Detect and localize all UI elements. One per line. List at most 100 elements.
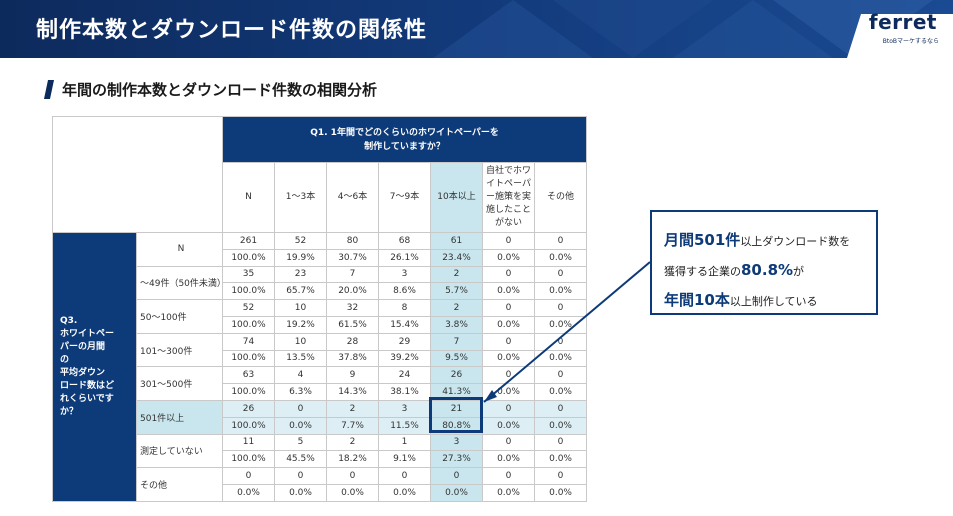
percent-cell: 0.0%: [274, 483, 327, 502]
count-cell: 4: [274, 366, 327, 385]
callout-text-4: 以上制作している: [729, 295, 818, 308]
q3-line: か？: [60, 406, 79, 417]
percent-cell: 80.8%: [430, 416, 483, 435]
percent-cell: 6.3%: [274, 383, 327, 401]
count-cell: 0: [326, 467, 379, 485]
percent-cell: 27.3%: [430, 450, 483, 469]
crosstab-table: Q1. 1年間でどのくらいのホワイトペーパーを 制作していますか？ N 1〜3本 4…: [52, 116, 588, 502]
percent-cell: 100.0%: [222, 349, 275, 368]
count-cell: 0: [482, 332, 535, 351]
count-cell: 2: [326, 399, 379, 418]
row-label: その他: [136, 467, 223, 502]
callout-text-1: 以上ダウンロード数を: [740, 235, 851, 248]
percent-cell: 18.2%: [326, 450, 379, 469]
percent-cell: 100.0%: [222, 282, 275, 301]
logo-background: [847, 14, 953, 58]
q3-line: パーの月間: [60, 341, 106, 352]
percent-cell: 13.5%: [274, 349, 327, 368]
count-cell: 52: [274, 232, 327, 250]
row-label: 501件以上: [136, 399, 223, 435]
percent-cell: 0.0%: [533, 349, 588, 368]
column-header: 7〜9本: [378, 162, 431, 233]
percent-cell: 61.5%: [326, 315, 379, 334]
percent-cell: 45.5%: [274, 450, 327, 469]
count-cell: 26: [222, 399, 275, 418]
percent-cell: 0.0%: [533, 416, 588, 435]
slide-header: 制作本数とダウンロード件数の関係性 ferret BtoBマーケするなら: [0, 0, 953, 58]
count-cell: 0: [482, 399, 535, 418]
count-cell: 35: [222, 265, 275, 284]
count-cell: 3: [378, 399, 431, 418]
table-row: 100.0% 0.0% 7.7% 11.5% 80.8% 0.0% 0.0%: [53, 416, 588, 435]
percent-cell: 0.0%: [482, 416, 535, 435]
count-cell: 1: [378, 433, 431, 452]
percent-cell: 8.6%: [378, 282, 431, 301]
row-label: 101〜300件: [136, 332, 223, 368]
table-row: 100.0% 45.5% 18.2% 9.1% 27.3% 0.0% 0.0%: [53, 450, 588, 469]
count-cell: 0: [533, 467, 588, 485]
count-cell: 2: [430, 299, 483, 317]
ferret-logo: ferret: [868, 10, 937, 34]
callout-line-3: 年間10本以上制作している: [664, 286, 864, 316]
q3-line: れくらいです: [60, 393, 114, 404]
callout-monthly: 月間501件: [664, 231, 741, 249]
count-cell: 52: [222, 299, 275, 317]
percent-cell: 0.0%: [482, 483, 535, 502]
percent-cell: 23.4%: [430, 248, 483, 267]
percent-cell: 0.0%: [482, 383, 535, 401]
section-bar-icon: [44, 80, 54, 99]
percent-cell: 100.0%: [222, 315, 275, 334]
count-cell: 0: [274, 399, 327, 418]
count-cell: 0: [378, 467, 431, 485]
percent-cell: 38.1%: [378, 383, 431, 401]
percent-cell: 0.0%: [482, 315, 535, 334]
count-cell: 26: [430, 366, 483, 385]
count-cell: 68: [378, 232, 431, 250]
insight-callout: 月間501件以上ダウンロード数を 獲得する企業の80.8%が 年間10本以上制作…: [650, 210, 878, 315]
percent-cell: 15.4%: [378, 315, 431, 334]
count-cell: 23: [274, 265, 327, 284]
percent-cell: 7.7%: [326, 416, 379, 435]
table-row: 0.0% 0.0% 0.0% 0.0% 0.0% 0.0% 0.0%: [53, 483, 588, 502]
percent-cell: 41.3%: [430, 383, 483, 401]
q1-line2: 制作していますか？: [364, 141, 445, 152]
count-cell: 21: [430, 399, 483, 418]
count-cell: 0: [533, 366, 588, 385]
percent-cell: 0.0%: [430, 483, 483, 502]
count-cell: 0: [533, 265, 588, 284]
count-cell: 32: [326, 299, 379, 317]
count-cell: 5: [274, 433, 327, 452]
column-header: その他: [533, 162, 588, 233]
count-cell: 0: [482, 299, 535, 317]
percent-cell: 9.5%: [430, 349, 483, 368]
count-cell: 63: [222, 366, 275, 385]
percent-cell: 0.0%: [274, 416, 327, 435]
percent-cell: 0.0%: [482, 282, 535, 301]
count-cell: 28: [326, 332, 379, 351]
callout-annual: 年間10本: [664, 291, 730, 309]
table-row: 測定していない 11 5 2 1 3 0 0: [53, 433, 588, 469]
percent-cell: 0.0%: [533, 383, 588, 401]
percent-cell: 19.2%: [274, 315, 327, 334]
count-cell: 2: [430, 265, 483, 284]
percent-cell: 100.0%: [222, 416, 275, 435]
row-label: 〜49件（50件未満）: [136, 265, 226, 301]
count-cell: 2: [326, 433, 379, 452]
count-cell: 261: [222, 232, 275, 250]
column-header: 自社でホワ イトペーパ ー施策を実 施したこと がない: [482, 162, 535, 233]
count-cell: 0: [482, 265, 535, 284]
table-corner: [52, 116, 223, 233]
percent-cell: 0.0%: [533, 248, 588, 267]
row-label: N: [136, 232, 223, 267]
row-label: 50〜100件: [136, 299, 223, 334]
q3-line: の: [60, 354, 70, 365]
count-cell: 8: [378, 299, 431, 317]
percent-cell: 0.0%: [482, 248, 535, 267]
percent-cell: 0.0%: [482, 349, 535, 368]
callout-text-3: が: [793, 265, 805, 278]
header-title: 制作本数とダウンロード件数の関係性: [36, 18, 428, 43]
percent-cell: 39.2%: [378, 349, 431, 368]
column-header: 10本以上: [430, 162, 483, 233]
percent-cell: 0.0%: [222, 483, 275, 502]
count-cell: 7: [430, 332, 483, 351]
